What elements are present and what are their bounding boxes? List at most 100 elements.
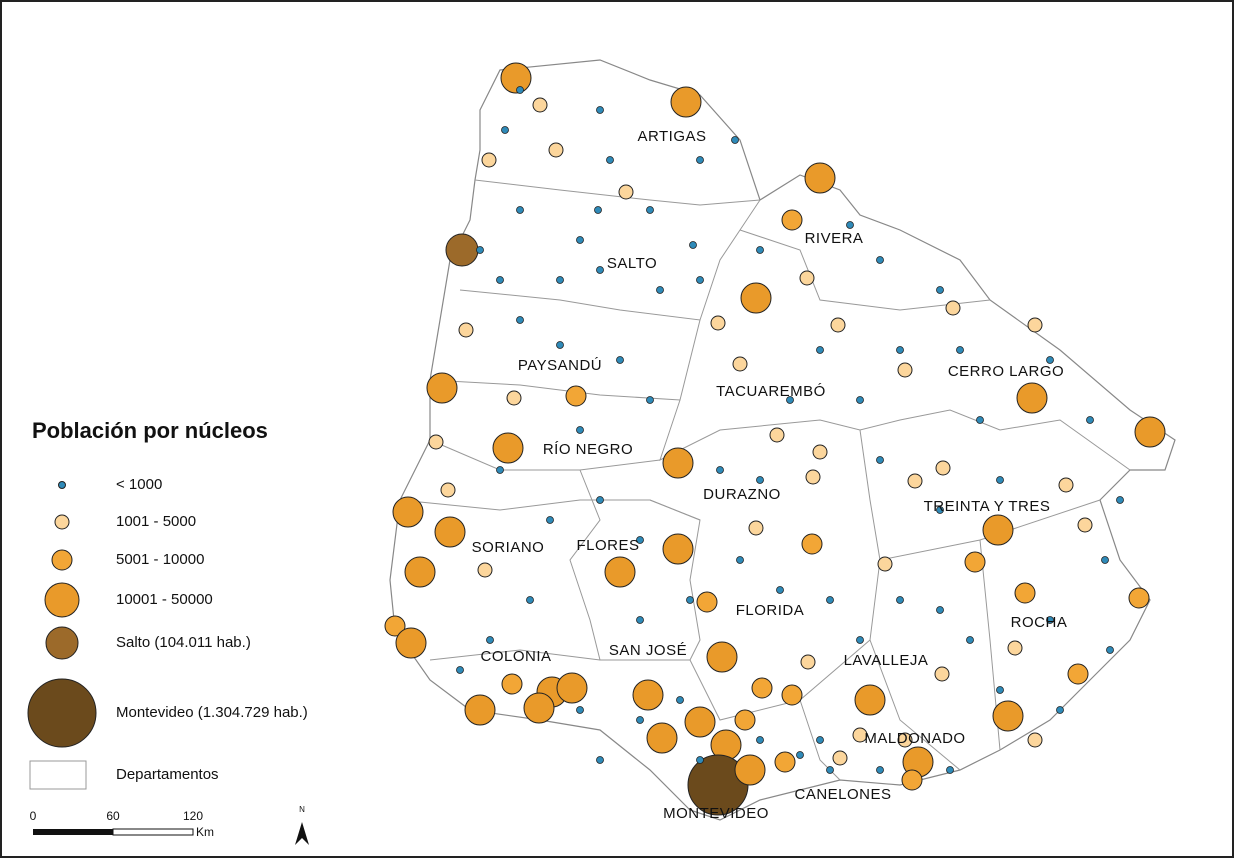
department-label: CANELONES bbox=[794, 786, 891, 803]
settlement bbox=[556, 341, 564, 349]
settlement bbox=[506, 390, 522, 406]
settlement bbox=[689, 241, 697, 249]
settlement bbox=[804, 162, 836, 194]
legend-symbol bbox=[45, 626, 79, 660]
settlement bbox=[636, 716, 644, 724]
settlement bbox=[781, 209, 803, 231]
settlement bbox=[776, 586, 784, 594]
settlement bbox=[1016, 382, 1048, 414]
settlement bbox=[604, 556, 636, 588]
settlement bbox=[636, 536, 644, 544]
settlement bbox=[1046, 616, 1054, 624]
settlement bbox=[1077, 517, 1093, 533]
settlement bbox=[1134, 416, 1166, 448]
settlement bbox=[1046, 356, 1054, 364]
settlement bbox=[826, 596, 834, 604]
settlement bbox=[646, 722, 678, 754]
settlement bbox=[706, 641, 738, 673]
settlement bbox=[565, 385, 587, 407]
settlement bbox=[996, 476, 1004, 484]
settlement bbox=[445, 233, 479, 267]
settlement bbox=[576, 236, 584, 244]
settlement bbox=[576, 426, 584, 434]
settlement bbox=[856, 396, 864, 404]
settlement bbox=[476, 246, 484, 254]
settlement bbox=[556, 276, 564, 284]
settlement bbox=[670, 86, 702, 118]
settlement bbox=[896, 596, 904, 604]
settlement bbox=[1067, 663, 1089, 685]
settlement bbox=[901, 769, 923, 791]
legend-title: Población por núcleos bbox=[32, 418, 268, 443]
settlement bbox=[734, 754, 766, 786]
department-label: COLONIA bbox=[480, 648, 551, 665]
settlement bbox=[1106, 646, 1114, 654]
settlement bbox=[982, 514, 1014, 546]
legend-symbol bbox=[54, 514, 70, 530]
scale-tick-label: 60 bbox=[106, 809, 120, 823]
settlement bbox=[748, 520, 764, 536]
legend-symbol bbox=[27, 678, 97, 748]
department-label: ARTIGAS bbox=[637, 128, 706, 145]
scale-segment bbox=[33, 829, 113, 835]
settlement bbox=[532, 97, 548, 113]
settlement bbox=[846, 221, 854, 229]
settlement bbox=[684, 706, 716, 738]
department-label: FLORES bbox=[576, 537, 639, 554]
department-label: LAVALLEJA bbox=[844, 652, 929, 669]
settlement bbox=[816, 346, 824, 354]
scale-tick-label: 120 bbox=[183, 809, 203, 823]
department-labels: ARTIGAS SALTO RIVERA PAYSANDÚ TACUAREMBÓ CERR… bbox=[472, 128, 1067, 822]
population-points bbox=[384, 62, 1166, 816]
legend: < 1000 1001 - 5000 5001 - 10000 10001 - 500… bbox=[27, 476, 308, 790]
settlement bbox=[594, 206, 602, 214]
settlement bbox=[546, 516, 554, 524]
settlement bbox=[964, 551, 986, 573]
settlement bbox=[618, 184, 634, 200]
settlement bbox=[1101, 556, 1109, 564]
settlement bbox=[907, 473, 923, 489]
settlement bbox=[1086, 416, 1094, 424]
settlement bbox=[492, 432, 524, 464]
settlement bbox=[596, 496, 604, 504]
settlement bbox=[854, 684, 886, 716]
settlement bbox=[801, 533, 823, 555]
settlement bbox=[716, 466, 724, 474]
settlement bbox=[395, 627, 427, 659]
settlement bbox=[1014, 582, 1036, 604]
settlement bbox=[606, 156, 614, 164]
settlement bbox=[897, 362, 913, 378]
department-label: MALDONADO bbox=[864, 730, 965, 747]
settlement bbox=[732, 356, 748, 372]
settlement bbox=[501, 126, 509, 134]
settlement bbox=[548, 142, 564, 158]
settlement bbox=[799, 270, 815, 286]
settlement bbox=[696, 276, 704, 284]
department-label: RIVERA bbox=[805, 230, 864, 247]
department-label: TACUAREMBÓ bbox=[716, 383, 826, 400]
legend-label: 10001 - 50000 bbox=[116, 591, 213, 608]
settlement bbox=[805, 469, 821, 485]
settlement bbox=[877, 556, 893, 572]
settlement bbox=[428, 434, 444, 450]
department-label: SORIANO bbox=[472, 539, 545, 556]
settlement bbox=[632, 679, 664, 711]
settlement bbox=[496, 276, 504, 284]
settlement bbox=[477, 562, 493, 578]
settlement bbox=[662, 447, 694, 479]
settlement bbox=[756, 246, 764, 254]
scale-unit: Km bbox=[196, 825, 214, 839]
legend-label: Salto (104.011 hab.) bbox=[116, 634, 251, 651]
settlement bbox=[556, 672, 588, 704]
scale-tick-label: 0 bbox=[30, 809, 37, 823]
settlement bbox=[1027, 732, 1043, 748]
settlement bbox=[501, 673, 523, 695]
settlement bbox=[526, 596, 534, 604]
settlement bbox=[656, 286, 664, 294]
settlement bbox=[596, 756, 604, 764]
settlement bbox=[458, 322, 474, 338]
settlement bbox=[696, 756, 704, 764]
settlement bbox=[696, 591, 718, 613]
settlement bbox=[856, 636, 864, 644]
